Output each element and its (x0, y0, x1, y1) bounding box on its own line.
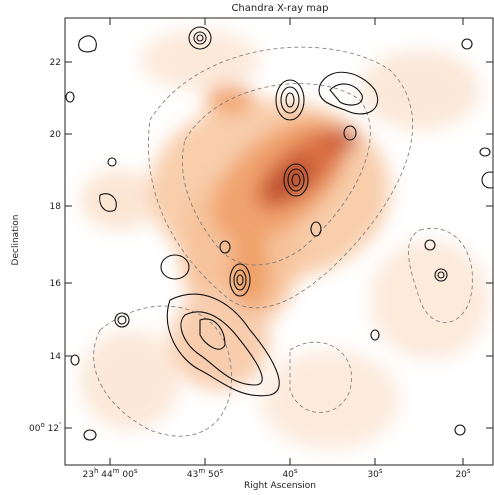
tick-number: 00 (29, 424, 41, 434)
tick-unit: m (198, 467, 205, 475)
tick-unit: m (113, 467, 120, 475)
tick-number: 44 (98, 470, 113, 480)
tick-number: 23 (82, 470, 93, 480)
tick-unit: s (294, 467, 298, 475)
xray-image (65, 18, 493, 465)
y-tick-label: 20 (50, 130, 62, 140)
tick-number: 50 (205, 470, 220, 480)
tick-number: 43 (187, 470, 198, 480)
y-tick-label: 14 (50, 352, 62, 362)
x-tick-label: 30s (367, 467, 382, 480)
tick-unit: h (94, 467, 98, 475)
tick-unit: s (219, 467, 223, 475)
tick-number: 00 (120, 470, 135, 480)
x-tick-label: 40s (282, 467, 297, 480)
y-tick-label: 00o 12' (29, 421, 61, 434)
tick-number: 16 (50, 279, 62, 289)
y-tick-label: 16 (50, 279, 62, 289)
y-tick-label: 22 (50, 58, 61, 68)
tick-unit: s (467, 467, 471, 475)
x-label: Right Ascension (244, 481, 316, 491)
tick-number: 30 (367, 470, 379, 480)
tick-unit: o (40, 421, 44, 429)
x-tick-label: 23h 44m 00s (82, 467, 137, 480)
tick-unit: ' (59, 421, 61, 429)
tick-number: 12 (45, 424, 59, 434)
tick-number: 18 (50, 202, 62, 212)
y-tick-label: 18 (50, 202, 62, 212)
tick-unit: s (134, 467, 138, 475)
x-tick-label: 43m 50s (187, 467, 224, 480)
tick-unit: s (379, 467, 383, 475)
tick-number: 20 (455, 470, 467, 480)
tick-number: 22 (50, 58, 61, 68)
y-label: Declination (11, 215, 21, 266)
plot-frame (64, 17, 494, 466)
tick-number: 20 (50, 130, 62, 140)
tick-number: 14 (50, 352, 62, 362)
tick-number: 40 (282, 470, 294, 480)
title: Chandra X-ray map (231, 3, 328, 14)
x-tick-label: 20s (455, 467, 470, 480)
